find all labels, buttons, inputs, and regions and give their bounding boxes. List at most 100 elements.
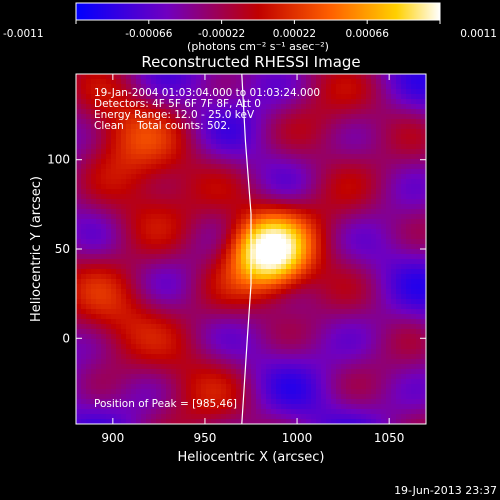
heatmap-cell <box>351 149 357 155</box>
x-tick-label: 900 <box>101 431 124 445</box>
heatmap-cell <box>406 389 412 395</box>
heatmap-cell <box>321 149 327 155</box>
heatmap-cell <box>111 394 117 400</box>
heatmap-cell <box>281 74 287 80</box>
heatmap-cell <box>306 109 312 115</box>
heatmap-cell <box>231 249 237 255</box>
heatmap-cell <box>76 219 82 225</box>
heatmap-cell <box>306 244 312 250</box>
heatmap-cell <box>121 99 127 105</box>
heatmap-cell <box>336 384 342 390</box>
heatmap-cell <box>141 404 147 410</box>
heatmap-cell <box>286 109 292 115</box>
heatmap-cell <box>121 259 127 265</box>
heatmap-cell <box>86 314 92 320</box>
heatmap-cell <box>376 114 382 120</box>
heatmap-cell <box>376 374 382 380</box>
heatmap-cell <box>196 134 202 140</box>
heatmap-cell <box>396 294 402 300</box>
heatmap-cell <box>291 109 297 115</box>
heatmap-cell <box>361 349 367 355</box>
heatmap-cell <box>196 209 202 215</box>
heatmap-cell <box>231 79 237 85</box>
heatmap-cell <box>361 394 367 400</box>
heatmap-cell <box>101 384 107 390</box>
heatmap-cell <box>271 209 277 215</box>
heatmap-cell <box>351 384 357 390</box>
colorbar-ticks: -0.0011 -0.00066 -0.00022 0.00022 0.00066 0.0… <box>3 20 497 40</box>
heatmap-cell <box>146 249 152 255</box>
heatmap-cell <box>161 369 167 375</box>
heatmap-cell <box>146 339 152 345</box>
heatmap-cell <box>316 99 322 105</box>
heatmap-cell <box>221 214 227 220</box>
heatmap-cell <box>401 324 407 330</box>
heatmap-cell <box>356 99 362 105</box>
heatmap-cell <box>181 294 187 300</box>
heatmap-cell <box>416 154 422 160</box>
heatmap-cell <box>96 179 102 185</box>
heatmap-cell <box>286 284 292 290</box>
heatmap-cell <box>226 179 232 185</box>
heatmap-cell <box>371 374 377 380</box>
heatmap-cell <box>116 204 122 210</box>
heatmap-cell <box>271 249 277 255</box>
heatmap-cell <box>96 129 102 135</box>
heatmap-cell <box>371 179 377 185</box>
heatmap-cell <box>126 299 132 305</box>
heatmap-cell <box>81 209 87 215</box>
heatmap-cell <box>201 354 207 360</box>
heatmap-cell <box>101 239 107 245</box>
heatmap-cell <box>81 94 87 100</box>
heatmap-cell <box>221 89 227 95</box>
heatmap-cell <box>106 374 112 380</box>
heatmap-cell <box>191 109 197 115</box>
heatmap-cell <box>196 154 202 160</box>
heatmap-cell <box>156 294 162 300</box>
heatmap-cell <box>261 379 267 385</box>
heatmap-cell <box>141 339 147 345</box>
heatmap-cell <box>111 289 117 295</box>
heatmap-cell <box>206 369 212 375</box>
heatmap-cell <box>291 184 297 190</box>
heatmap-cell <box>231 259 237 265</box>
heatmap-cell <box>416 224 422 230</box>
heatmap-cell <box>161 284 167 290</box>
heatmap-cell <box>121 244 127 250</box>
heatmap-cell <box>266 129 272 135</box>
heatmap-cell <box>111 139 117 145</box>
heatmap-cell <box>271 329 277 335</box>
heatmap-cell <box>186 134 192 140</box>
heatmap-cell <box>176 124 182 130</box>
heatmap-cell <box>221 274 227 280</box>
heatmap-cell <box>156 124 162 130</box>
heatmap-cell <box>121 239 127 245</box>
heatmap-cell <box>251 339 257 345</box>
heatmap-cell <box>341 99 347 105</box>
heatmap-cell <box>211 239 217 245</box>
heatmap-cell <box>351 219 357 225</box>
heatmap-cell <box>141 344 147 350</box>
heatmap-cell <box>316 234 322 240</box>
heatmap-cell <box>141 319 147 325</box>
heatmap-cell <box>306 159 312 165</box>
heatmap-cell <box>326 389 332 395</box>
heatmap-cell <box>346 204 352 210</box>
heatmap-cell <box>146 369 152 375</box>
heatmap-cell <box>156 99 162 105</box>
heatmap-cell <box>351 94 357 100</box>
heatmap-cell <box>421 194 426 200</box>
heatmap-cell <box>391 204 397 210</box>
heatmap-cell <box>201 379 207 385</box>
heatmap-cell <box>111 384 117 390</box>
heatmap-cell <box>101 349 107 355</box>
heatmap-cell <box>336 279 342 285</box>
heatmap-cell <box>191 174 197 180</box>
heatmap-cell <box>141 119 147 125</box>
heatmap-cell <box>311 109 317 115</box>
heatmap-cell <box>301 89 307 95</box>
heatmap-cell <box>301 139 307 145</box>
heatmap-cell <box>211 104 217 110</box>
heatmap-cell <box>286 244 292 250</box>
heatmap-cell <box>186 404 192 410</box>
